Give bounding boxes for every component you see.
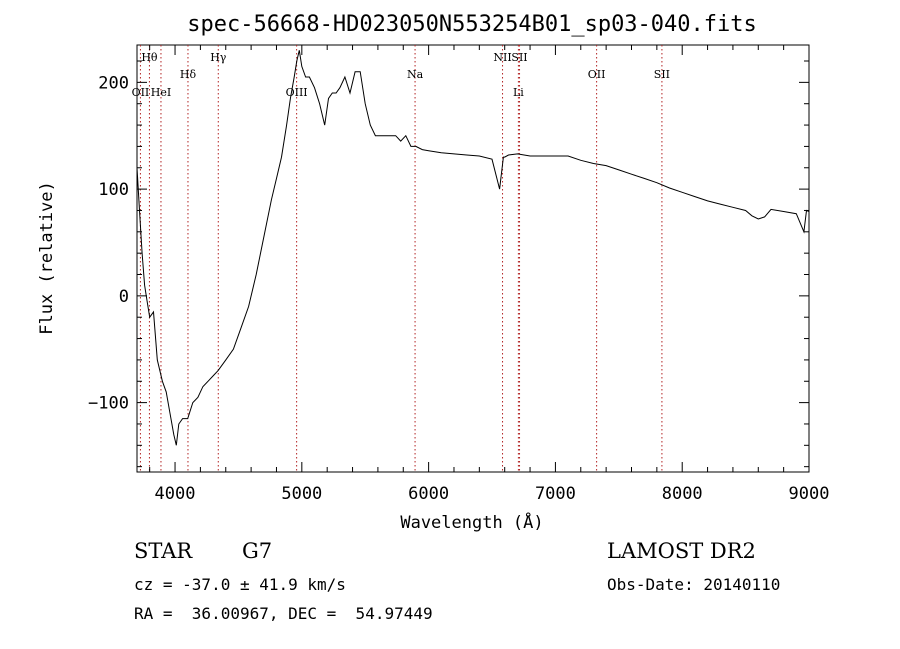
line-mark-label: Li (513, 86, 524, 99)
y-axis-label: Flux (relative) (37, 181, 57, 335)
line-mark-label: Hγ (210, 51, 227, 64)
line-mark-label: SII (511, 51, 527, 64)
line-mark-label: OIII (286, 86, 308, 99)
x-axis-label: Wavelength (Å) (400, 511, 543, 533)
survey-name: LAMOST DR2 (607, 539, 756, 563)
line-mark-label: NII (493, 51, 511, 64)
axis-ticks: 4000 5000 6000 7000 8000 9000 −100 0 100 200 (88, 45, 829, 504)
x-tick-label: 9000 (789, 484, 830, 504)
coordinates: RA = 36.00967, DEC = 54.97449 (134, 604, 433, 623)
obs-date: Obs-Date: 20140110 (607, 575, 781, 594)
x-tick-label: 5000 (281, 484, 322, 504)
line-mark-label: HeI (151, 86, 171, 99)
y-tick-label: 100 (98, 180, 129, 200)
plot-frame (136, 44, 810, 473)
x-tick-label: 4000 (155, 484, 196, 504)
line-mark-label: Na (407, 68, 424, 81)
line-mark-label: SII (654, 68, 670, 81)
x-tick-label: 6000 (408, 484, 449, 504)
line-mark-label: OII (588, 68, 606, 81)
x-tick-label: 7000 (535, 484, 576, 504)
object-subclass: G7 (242, 539, 273, 563)
line-mark-label: Hθ (141, 51, 158, 64)
redshift-readout: cz = -37.0 ± 41.9 km/s (134, 575, 346, 594)
y-tick-label: 200 (98, 73, 129, 93)
chart-title: spec-56668-HD023050N553254B01_sp03-040.f… (187, 12, 757, 37)
spectrum-series-line (136, 50, 810, 446)
line-mark-label: Hδ (180, 68, 197, 81)
x-tick-label: 8000 (662, 484, 703, 504)
y-tick-label: −100 (88, 394, 129, 414)
y-tick-label: 0 (119, 287, 129, 307)
object-class: STAR (134, 539, 193, 563)
line-mark-label: OII (132, 86, 150, 99)
